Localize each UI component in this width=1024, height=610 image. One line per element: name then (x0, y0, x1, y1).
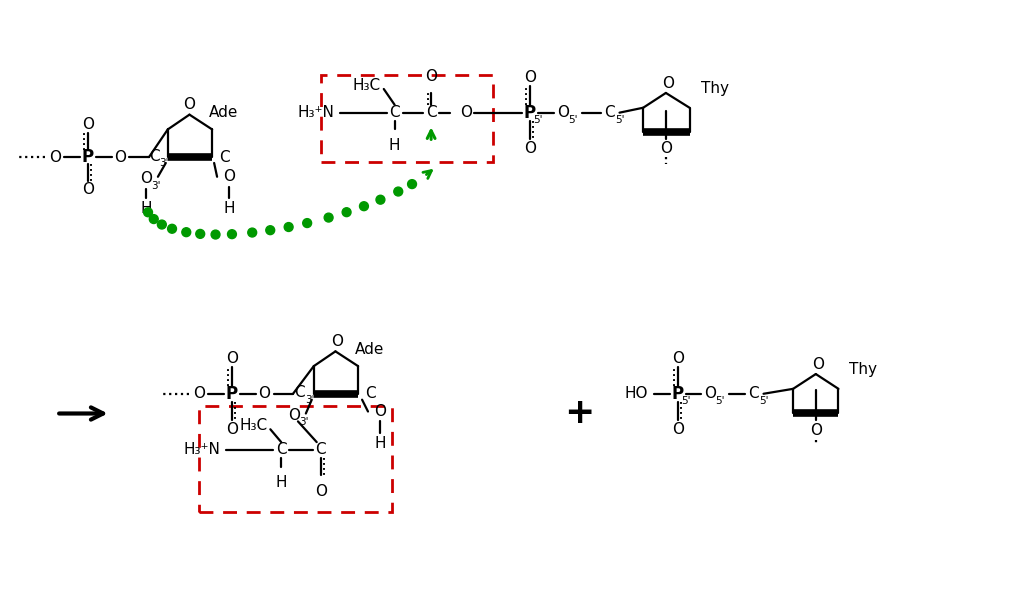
Circle shape (359, 202, 369, 210)
Text: C: C (749, 386, 759, 401)
Text: P: P (82, 148, 94, 166)
Text: O: O (82, 182, 94, 197)
Text: O: O (288, 408, 300, 423)
Text: O: O (49, 149, 61, 165)
Circle shape (211, 230, 220, 239)
Text: HO: HO (625, 386, 648, 401)
Text: O: O (460, 105, 472, 120)
Text: O: O (812, 357, 823, 371)
Text: H: H (223, 201, 234, 216)
Text: H: H (275, 475, 287, 490)
Circle shape (285, 223, 293, 231)
Text: O: O (223, 170, 234, 184)
Text: O: O (332, 334, 343, 349)
Text: P: P (523, 104, 536, 121)
Circle shape (408, 180, 417, 188)
Text: 3': 3' (299, 417, 308, 428)
Text: O: O (662, 76, 674, 90)
Text: O: O (258, 386, 270, 401)
Text: O: O (82, 117, 94, 132)
Circle shape (376, 195, 385, 204)
Text: O: O (672, 351, 684, 366)
Text: O: O (183, 97, 196, 112)
Text: C: C (295, 386, 305, 400)
Text: H₃⁺N: H₃⁺N (298, 105, 335, 120)
Text: Ade: Ade (209, 105, 239, 120)
Text: Ade: Ade (355, 342, 385, 357)
Circle shape (227, 230, 237, 239)
Circle shape (303, 218, 311, 228)
Text: 3': 3' (305, 395, 314, 404)
Text: 5': 5' (716, 396, 725, 406)
Text: O: O (115, 149, 126, 165)
Text: H: H (374, 436, 386, 451)
Circle shape (143, 208, 153, 217)
Text: O: O (705, 386, 716, 401)
Text: O: O (140, 171, 153, 186)
Circle shape (325, 213, 333, 222)
Text: H: H (140, 201, 152, 216)
Text: O: O (194, 386, 206, 401)
Text: O: O (672, 422, 684, 437)
Text: C: C (148, 149, 160, 163)
Text: O: O (659, 141, 672, 156)
Circle shape (394, 187, 402, 196)
Text: P: P (672, 385, 684, 403)
Text: H₃⁺N: H₃⁺N (183, 442, 220, 458)
Text: C: C (604, 105, 615, 120)
Circle shape (266, 226, 274, 235)
Text: H₃C: H₃C (240, 418, 267, 433)
Text: 5': 5' (568, 115, 578, 124)
Circle shape (342, 208, 351, 217)
Text: C: C (389, 105, 400, 120)
Text: 5': 5' (614, 115, 625, 124)
Text: 3': 3' (159, 158, 169, 168)
Circle shape (182, 228, 190, 237)
Text: Thy: Thy (849, 362, 878, 376)
Text: P: P (226, 385, 238, 403)
Text: O: O (314, 484, 327, 499)
Text: 5': 5' (532, 115, 543, 124)
Text: C: C (275, 442, 287, 458)
Text: O: O (226, 351, 238, 366)
Text: 5': 5' (759, 396, 768, 406)
Text: O: O (557, 105, 569, 120)
Text: H: H (389, 138, 400, 152)
Circle shape (158, 220, 166, 229)
Text: C: C (426, 105, 436, 120)
Text: C: C (365, 386, 375, 401)
Text: O: O (374, 404, 386, 419)
Text: O: O (810, 423, 822, 438)
Text: C: C (315, 442, 326, 458)
Circle shape (196, 229, 205, 239)
Text: +: + (564, 396, 594, 431)
Text: 3': 3' (152, 181, 161, 191)
Text: O: O (226, 422, 238, 437)
Text: O: O (523, 141, 536, 156)
Text: Thy: Thy (701, 81, 729, 96)
Circle shape (168, 224, 176, 233)
Circle shape (150, 215, 159, 223)
Text: O: O (425, 69, 437, 84)
Circle shape (248, 228, 257, 237)
Text: O: O (523, 70, 536, 85)
Text: H₃C: H₃C (353, 77, 381, 93)
Text: C: C (219, 149, 229, 165)
Text: 5': 5' (681, 396, 690, 406)
